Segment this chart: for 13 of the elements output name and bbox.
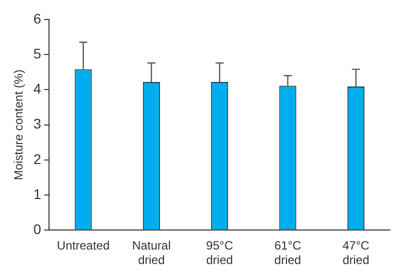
- y-axis-title: Moisture content (%): [12, 69, 26, 180]
- y-tick-label: 2: [33, 150, 42, 167]
- x-tick-label: Natural dried: [132, 238, 171, 268]
- y-tick-label: 5: [33, 45, 42, 62]
- x-tick-label: 47°C dried: [342, 238, 370, 268]
- x-tick-label: Untreated: [56, 238, 110, 253]
- y-tick-label: 6: [33, 10, 42, 26]
- x-tick-label: 61°C dried: [274, 238, 302, 268]
- x-tick-label: 95°C dried: [206, 238, 234, 268]
- y-tick-label: 3: [33, 116, 42, 132]
- y-tick-label: 0: [33, 221, 42, 238]
- y-tick-label: 4: [33, 80, 42, 97]
- y-tick-label: 1: [33, 186, 42, 202]
